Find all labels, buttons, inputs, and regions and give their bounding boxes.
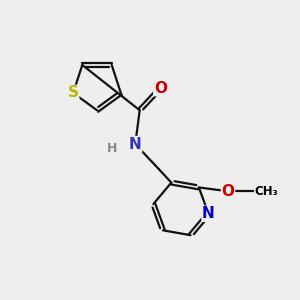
Text: N: N bbox=[202, 206, 215, 221]
Text: N: N bbox=[129, 136, 142, 152]
Text: CH₃: CH₃ bbox=[254, 185, 278, 198]
Text: S: S bbox=[68, 85, 79, 100]
Text: O: O bbox=[221, 184, 235, 199]
Text: O: O bbox=[154, 81, 167, 96]
Text: H: H bbox=[106, 142, 117, 155]
